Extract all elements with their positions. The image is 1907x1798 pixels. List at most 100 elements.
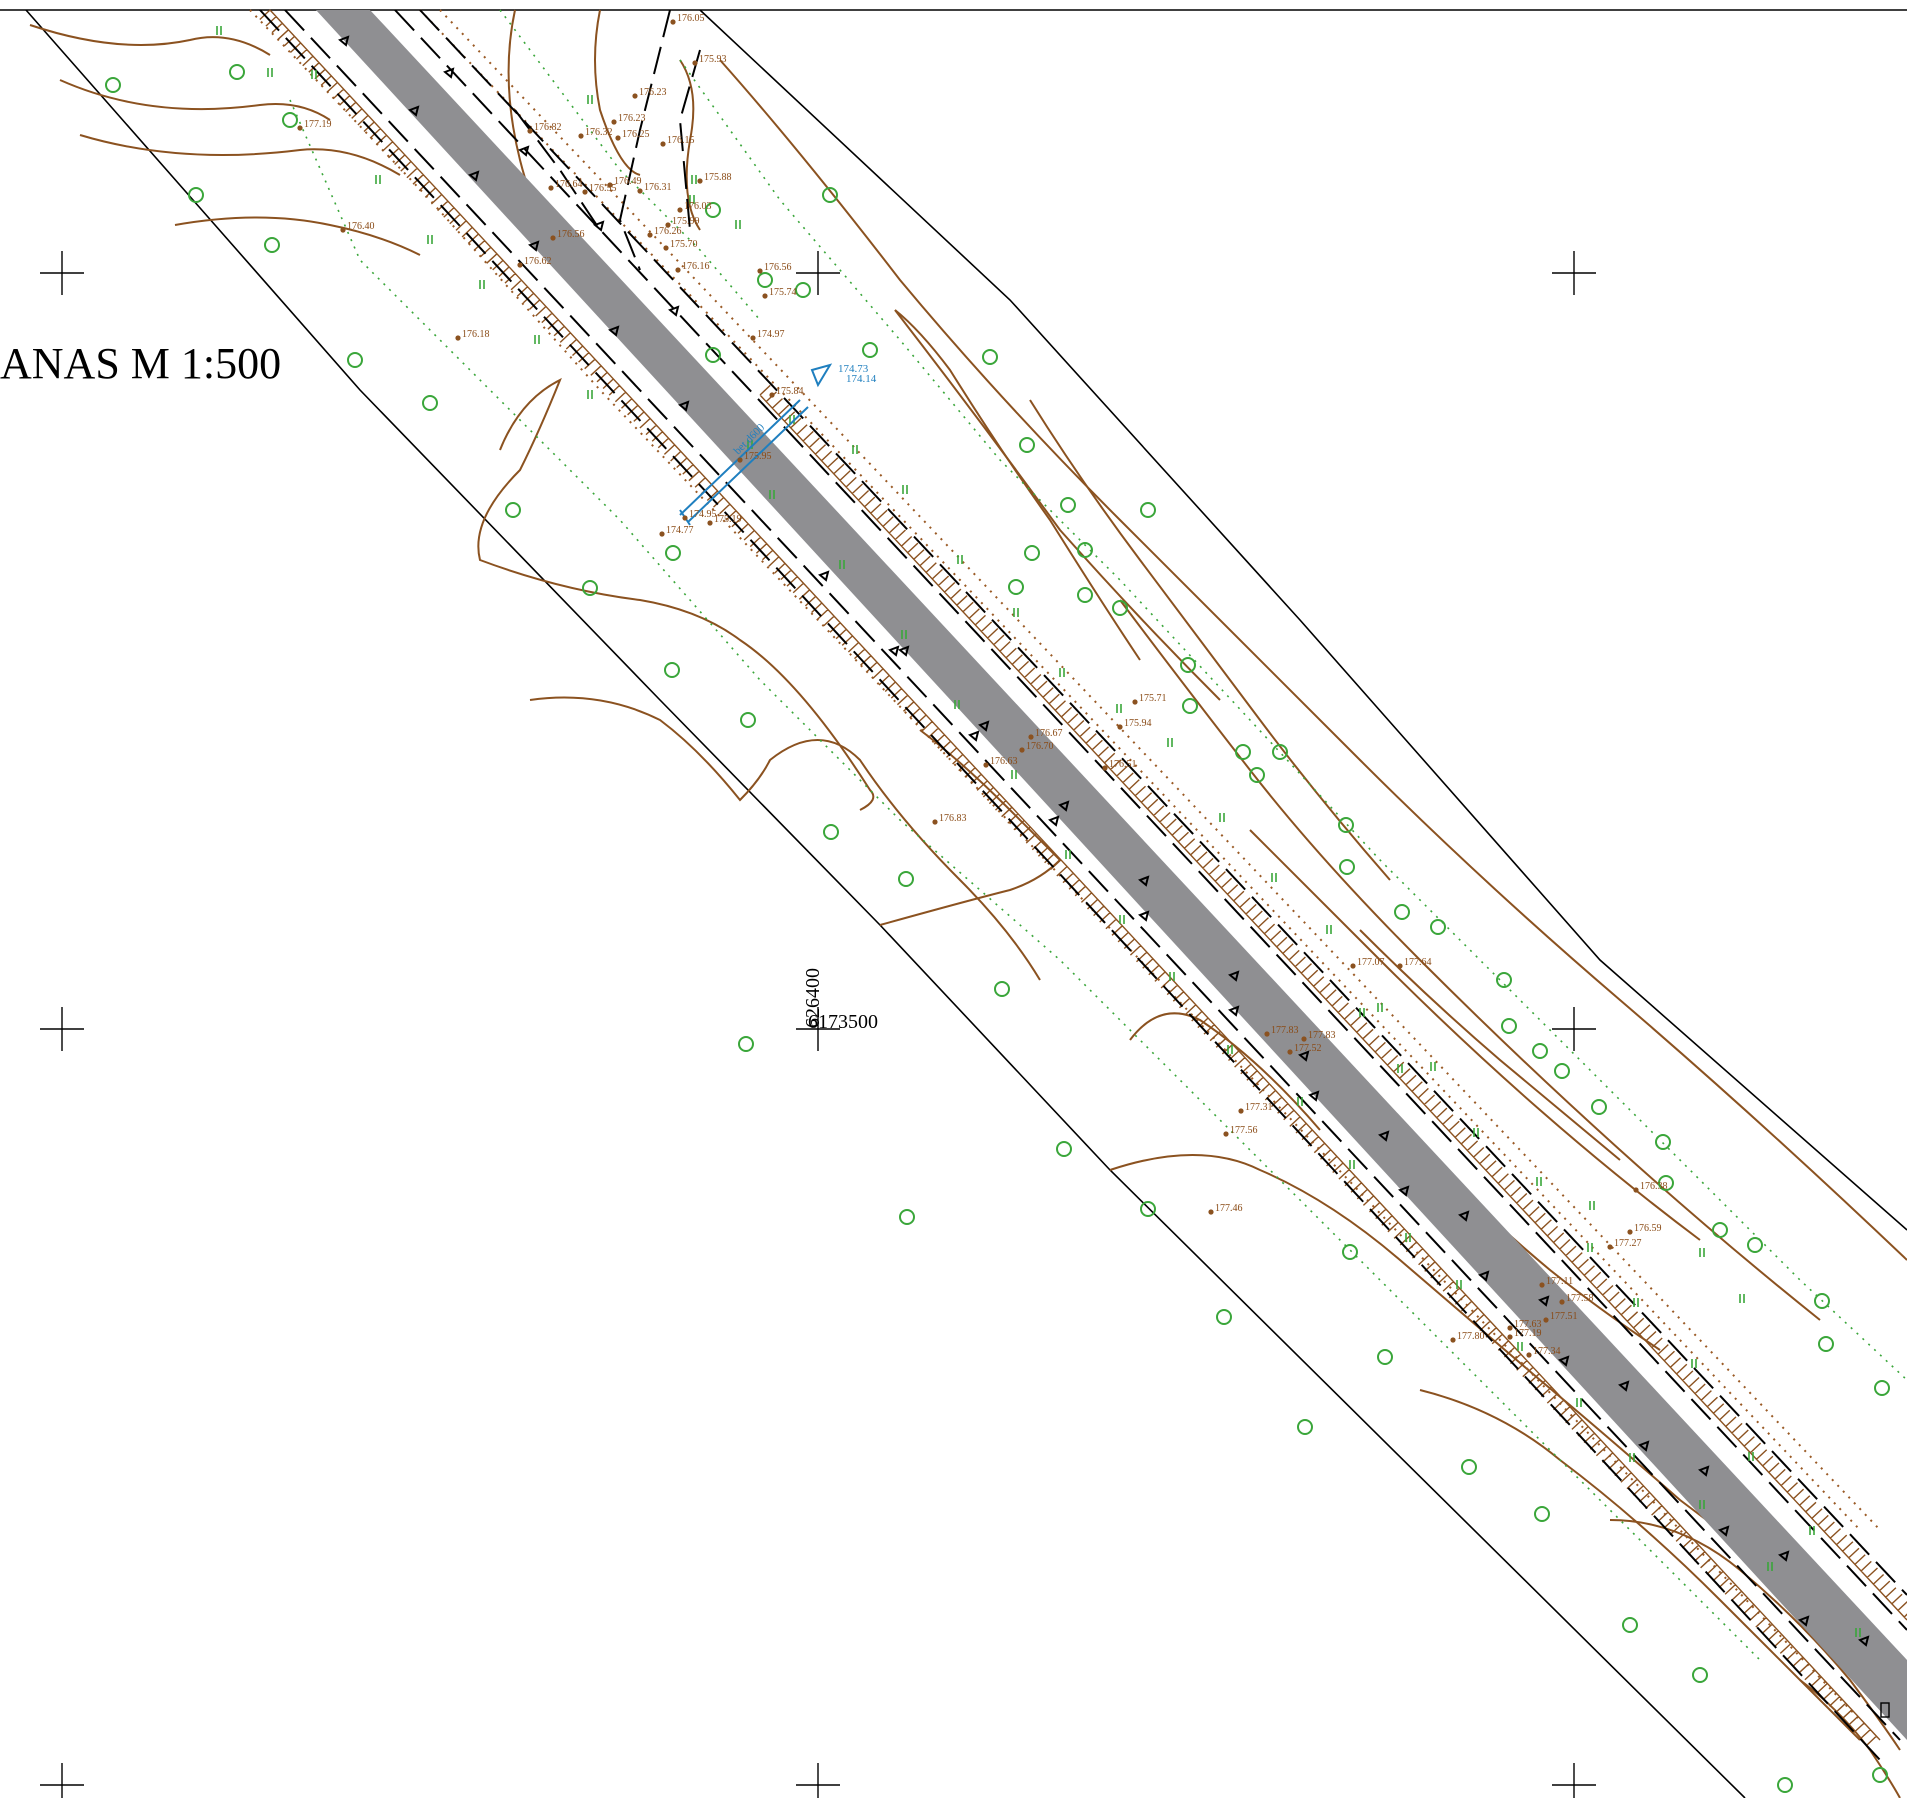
elevation-label: 176.15 [667, 135, 695, 146]
elevation-point [660, 141, 666, 147]
elevation-label: 176.51 [1109, 759, 1137, 770]
elevation-point [932, 819, 938, 825]
curb-triangle [1798, 1615, 1810, 1627]
elevation-label: 175.71 [1139, 693, 1167, 704]
tree-symbol [664, 662, 680, 678]
curb-triangle [1558, 1355, 1570, 1367]
culvert-elev-1: 174.73 [838, 363, 869, 375]
elevation-point [750, 335, 756, 341]
elevation-label: 174.77 [666, 525, 694, 536]
elevation-point [578, 133, 584, 139]
tree-symbol [705, 202, 721, 218]
grid-cross [1552, 1763, 1596, 1798]
elevation-point [757, 268, 763, 274]
curb-triangle [518, 145, 530, 157]
elevation-label: 175.95 [744, 451, 772, 462]
culvert-elev-2: 174.14 [846, 373, 877, 385]
elevation-point [677, 207, 683, 213]
elevation-point [548, 185, 554, 191]
tree-symbol [1591, 1099, 1607, 1115]
tree-symbol [1622, 1617, 1638, 1633]
tree-symbol [1747, 1237, 1763, 1253]
elevation-point [582, 189, 588, 195]
elevation-point [1627, 1229, 1633, 1235]
elevation-point [517, 262, 523, 268]
grid-cross [40, 1007, 84, 1051]
elevation-label: 175.74 [769, 287, 797, 298]
curb-triangle [1778, 1550, 1790, 1562]
elevation-label: 176.55 [589, 183, 617, 194]
elevation-label: 176.16 [682, 261, 710, 272]
elevation-point [1028, 734, 1034, 740]
tree-symbol [823, 824, 839, 840]
elevation-point [527, 128, 533, 134]
elevation-point [737, 457, 743, 463]
elevation-label: 177.34 [1533, 1346, 1561, 1357]
tree-symbol [1140, 1201, 1156, 1217]
elevation-label: 175.88 [704, 172, 732, 183]
curb-triangle [1718, 1525, 1730, 1537]
tree-symbol [188, 187, 204, 203]
elevation-label: 176.82 [534, 122, 562, 133]
curb-triangle [1858, 1635, 1870, 1647]
tree-symbol [1180, 657, 1196, 673]
elevation-point [1264, 1031, 1270, 1037]
contour-lines [29, 9, 1907, 1798]
tree-symbol [1056, 1141, 1072, 1157]
curb-triangle [818, 570, 830, 582]
tree-symbol [1532, 1043, 1548, 1059]
tree-symbol [738, 1036, 754, 1052]
curb-triangle [978, 720, 990, 732]
elevation-label: 174.97 [757, 329, 785, 340]
tree-symbol [1872, 1767, 1888, 1783]
tree-symbol [1339, 859, 1355, 875]
elevation-point [659, 531, 665, 537]
curb-triangle [443, 67, 455, 79]
elevation-point [1287, 1049, 1293, 1055]
grid-cross [40, 251, 84, 295]
driveway-outline-2 [678, 49, 701, 231]
tree-symbol [822, 187, 838, 203]
elevation-label: 176.25 [622, 129, 650, 140]
curb-markers [338, 35, 1870, 1647]
curb-triangle [1618, 1380, 1630, 1392]
tree-symbol [1814, 1293, 1830, 1309]
tree-symbol [899, 1209, 915, 1225]
elevation-point [1633, 1187, 1639, 1193]
elevation-point [1132, 699, 1138, 705]
tree-symbol [1777, 1777, 1793, 1793]
grid-cross [796, 1763, 840, 1798]
elevation-label: 176.56 [764, 262, 792, 273]
elevation-point [1102, 765, 1108, 771]
elevation-label: 176.49 [614, 176, 642, 187]
tree-symbol [1377, 1349, 1393, 1365]
curb-triangle [1298, 1050, 1310, 1062]
elevation-point [675, 267, 681, 273]
elevation-label: 175.99 [672, 216, 700, 227]
elevation-label: 177.63 [1514, 1319, 1542, 1330]
tree-symbol [229, 64, 245, 80]
tree-symbol [1216, 1309, 1232, 1325]
elevation-label: 176.70 [1026, 741, 1054, 752]
elevation-label: 175.70 [670, 239, 698, 250]
curb-triangle [968, 730, 980, 742]
tree-symbol [898, 871, 914, 887]
tree-symbol [1019, 437, 1035, 453]
curb-triangle [898, 645, 910, 657]
elevation-label: 176.62 [524, 256, 552, 267]
curb-triangle [1538, 1295, 1550, 1307]
elevation-point [340, 227, 346, 233]
grid-cross [40, 1763, 84, 1798]
tree-symbol [1874, 1380, 1890, 1396]
vegetation-boundaries [289, 9, 1907, 1661]
tree-symbol [505, 502, 521, 518]
elevation-label: 177.11 [1546, 1276, 1573, 1287]
elevation-label: 177.64 [1404, 957, 1432, 968]
tree-symbol [1394, 904, 1410, 920]
elevation-point [663, 245, 669, 251]
tree-symbol [1235, 744, 1251, 760]
elevation-point [632, 93, 638, 99]
elevation-label: 176.23 [618, 113, 646, 124]
elevation-point [611, 119, 617, 125]
